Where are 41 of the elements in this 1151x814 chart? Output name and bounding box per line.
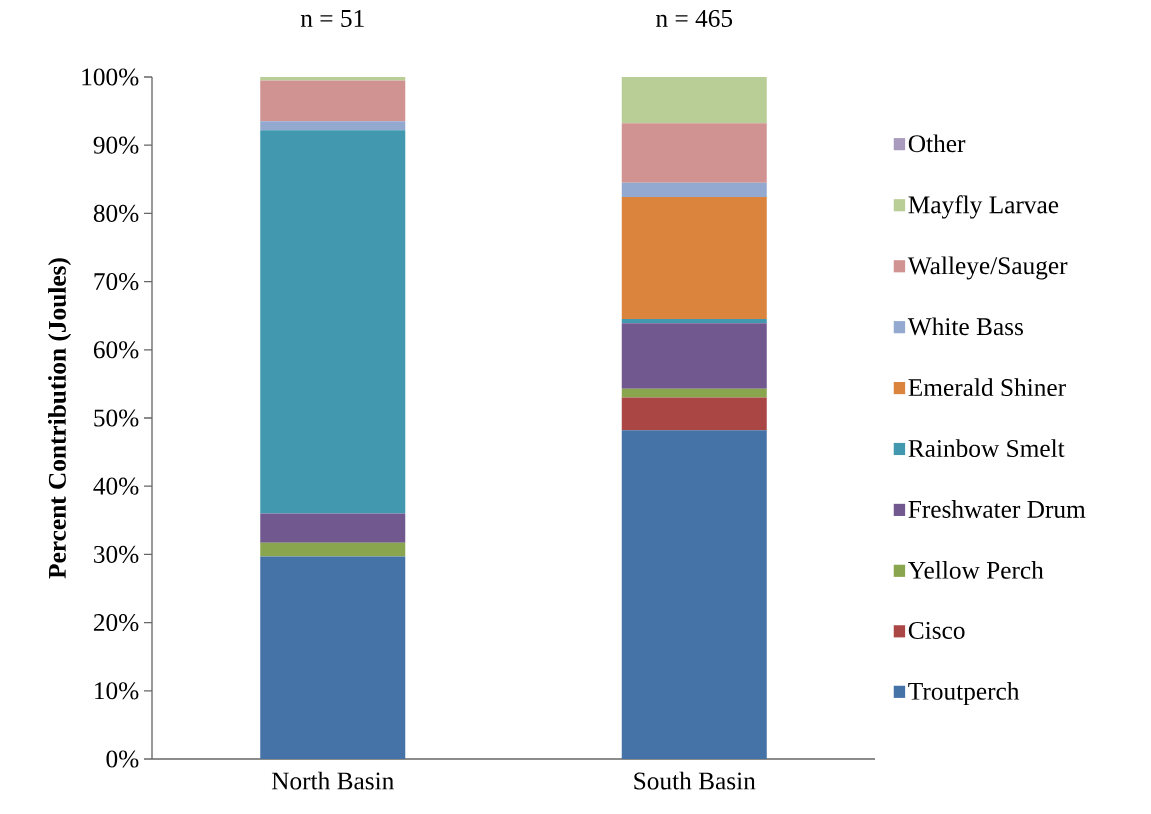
- legend-label: White Bass: [907, 317, 1023, 336]
- text: n = 465: [656, 9, 733, 27]
- legend-label: Mayfly Larvae: [908, 195, 1059, 219]
- legend-label: Other: [908, 134, 966, 153]
- y-axis-title: Percent Contribution (Joules): [48, 258, 72, 579]
- y-tick-label: 90%: [93, 136, 139, 154]
- bar: [260, 130, 406, 514]
- bar: [260, 556, 406, 759]
- legend-label: Emerald Shiner: [908, 378, 1066, 397]
- y-tick-label: 50%: [94, 409, 139, 427]
- bar: [621, 430, 767, 759]
- x-tick-label: South Basin: [634, 771, 756, 790]
- bar: [621, 397, 767, 431]
- y-tick-label: 0%: [106, 750, 139, 768]
- y-tick-label: 30%: [94, 545, 139, 563]
- y-tick-label: 10%: [95, 682, 139, 700]
- y-tick-label: 100%: [82, 68, 139, 86]
- bar: [260, 121, 406, 131]
- legend-label: Troutperch: [908, 682, 1020, 706]
- bar: [260, 80, 406, 122]
- legend-label: Walleye/Sauger: [907, 256, 1068, 280]
- bar: [621, 323, 767, 389]
- bar: [621, 123, 767, 183]
- legend-label: Cisco: [908, 621, 965, 639]
- legend-label: Rainbow Smelt: [908, 439, 1065, 458]
- bar: [621, 77, 767, 124]
- y-tick-label: 40%: [93, 477, 139, 495]
- bar: [260, 513, 406, 543]
- bar: [621, 388, 767, 398]
- legend-label: Yellow Perch: [908, 561, 1044, 579]
- y-tick-label: 60%: [93, 341, 139, 359]
- bar: [621, 182, 767, 198]
- bar: [621, 197, 767, 320]
- bar: [621, 319, 767, 324]
- y-tick-label: 70%: [94, 273, 139, 291]
- y-tick-label: 80%: [93, 204, 139, 222]
- x-tick-label: North Basin: [271, 771, 394, 790]
- y-tick-label: 20%: [93, 614, 139, 632]
- legend-label: Freshwater Drum: [908, 500, 1086, 518]
- text: n = 51: [300, 9, 364, 27]
- bar: [260, 542, 406, 557]
